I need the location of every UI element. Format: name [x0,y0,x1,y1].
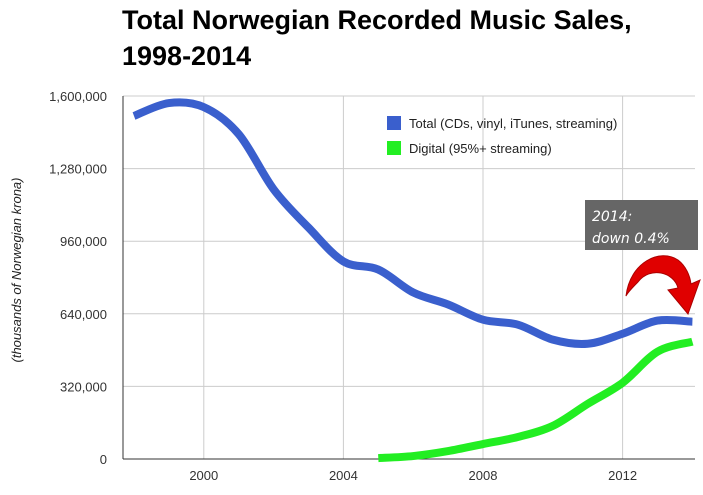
red-curved-arrow-icon [625,255,701,315]
title-line-1: Total Norwegian Recorded Music Sales, [122,5,632,35]
y-axis-label: (thousands of Norwegian krona) [9,178,24,363]
legend-label-total: Total (CDs, vinyl, iTunes, streaming) [409,116,617,131]
y-tick-label: 1,280,000 [49,162,107,177]
annotation-box [585,200,698,250]
legend-swatch-digital [387,141,401,155]
title-line-2: 1998-2014 [122,41,252,71]
series-lines [132,98,694,463]
total-series-line [132,98,693,348]
annotation: 2014: down 0.4% [585,200,701,315]
legend: Total (CDs, vinyl, iTunes, streaming) Di… [387,116,617,156]
y-tick-label: 640,000 [60,307,107,322]
chart-title: Total Norwegian Recorded Music Sales, 199… [122,2,632,74]
y-tick-label: 960,000 [60,234,107,249]
tick-labels: 0 320,000 640,000 960,000 1,280,000 1,600,000… [49,89,637,483]
y-tick-label: 0 [100,452,107,467]
x-tick-label: 2004 [329,468,358,483]
digital-series-line [378,337,694,463]
x-tick-label: 2008 [469,468,498,483]
annotation-line-1: 2014: [592,209,632,225]
y-tick-label: 1,600,000 [49,89,107,104]
x-tick-label: 2012 [608,468,637,483]
annotation-line-2: down 0.4% [592,231,670,247]
gridlines [123,95,695,459]
legend-label-digital: Digital (95%+ streaming) [409,141,552,156]
x-tick-label: 2000 [189,468,218,483]
legend-swatch-total [387,116,401,130]
y-tick-label: 320,000 [60,379,107,394]
